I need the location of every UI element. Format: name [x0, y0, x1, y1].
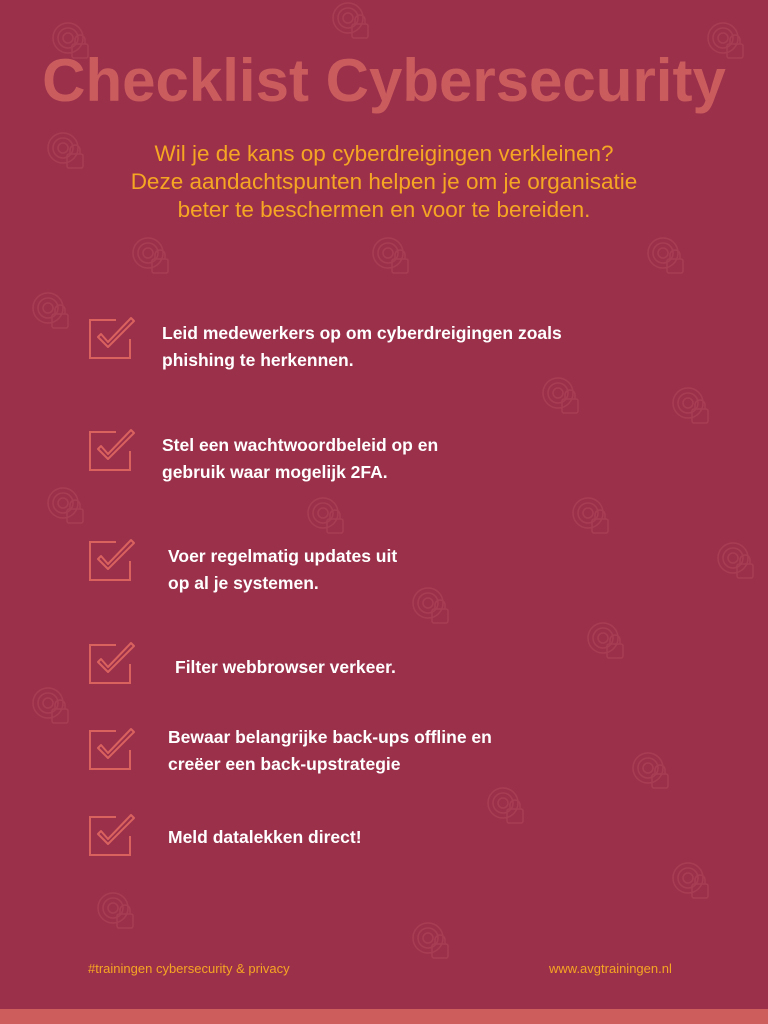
- item-line: creëer een back-upstrategie: [168, 754, 401, 774]
- fingerprint-lock-icon: [45, 485, 89, 529]
- fingerprint-lock-icon: [305, 495, 349, 539]
- fingerprint-lock-icon: [585, 620, 629, 664]
- checkbox-check-icon: [86, 427, 138, 473]
- checklist-item-text: Bewaar belangrijke back-ups offline en cr…: [168, 724, 492, 778]
- fingerprint-lock-icon: [410, 920, 454, 964]
- checklist-item-text: Meld datalekken direct!: [168, 824, 362, 851]
- subtitle-line: Deze aandachtspunten helpen je om je org…: [130, 169, 638, 194]
- fingerprint-lock-icon: [45, 130, 89, 174]
- fingerprint-lock-icon: [670, 860, 714, 904]
- fingerprint-lock-icon: [485, 785, 529, 829]
- item-line: phishing te herkennen.: [162, 350, 354, 370]
- fingerprint-lock-icon: [645, 235, 689, 279]
- item-line: Voer regelmatig updates uit: [168, 546, 398, 566]
- checkbox-check-icon: [86, 812, 138, 858]
- fingerprint-lock-icon: [540, 375, 584, 419]
- fingerprint-lock-icon: [30, 685, 74, 729]
- checklist-item-text: Filter webbrowser verkeer.: [175, 654, 396, 681]
- fingerprint-lock-icon: [715, 540, 759, 584]
- item-line: Filter webbrowser verkeer.: [175, 657, 396, 677]
- checkbox-check-icon: [86, 537, 138, 583]
- subtitle-line: beter te beschermen en voor te bereiden.: [177, 197, 591, 222]
- fingerprint-lock-icon: [670, 385, 714, 429]
- checkbox-check-icon: [86, 315, 138, 361]
- fingerprint-lock-icon: [30, 290, 74, 334]
- item-line: Leid medewerkers op om cyberdreigingen z…: [162, 323, 562, 343]
- checklist-item-text: Stel een wachtwoordbeleid op en gebruik w…: [162, 432, 438, 486]
- item-line: gebruik waar mogelijk 2FA.: [162, 462, 388, 482]
- fingerprint-lock-icon: [330, 0, 374, 44]
- footer-hashtag: #trainingen cybersecurity & privacy: [88, 961, 290, 976]
- footer-url[interactable]: www.avgtrainingen.nl: [549, 961, 672, 976]
- fingerprint-lock-icon: [570, 495, 614, 539]
- bottom-bar: [0, 1009, 768, 1024]
- checkbox-check-icon: [86, 640, 138, 686]
- checklist-item-text: Voer regelmatig updates uit op al je syst…: [168, 543, 397, 597]
- fingerprint-lock-icon: [705, 20, 749, 64]
- item-line: Meld datalekken direct!: [168, 827, 362, 847]
- checkbox-check-icon: [86, 726, 138, 772]
- item-line: Stel een wachtwoordbeleid op en: [162, 435, 439, 455]
- checklist-item-text: Leid medewerkers op om cyberdreigingen z…: [162, 320, 562, 374]
- fingerprint-lock-icon: [410, 585, 454, 629]
- fingerprint-lock-icon: [95, 890, 139, 934]
- fingerprint-lock-icon: [50, 20, 94, 64]
- fingerprint-lock-icon: [130, 235, 174, 279]
- page-title: Checklist Cybersecurity: [42, 47, 726, 114]
- fingerprint-lock-icon: [630, 750, 674, 794]
- subtitle: Wil je de kans op cyberdreigingen verkle…: [0, 140, 768, 224]
- item-line: Bewaar belangrijke back-ups offline en: [168, 727, 492, 747]
- subtitle-line: Wil je de kans op cyberdreigingen verkle…: [154, 141, 614, 166]
- fingerprint-lock-icon: [370, 235, 414, 279]
- item-line: op al je systemen.: [168, 573, 319, 593]
